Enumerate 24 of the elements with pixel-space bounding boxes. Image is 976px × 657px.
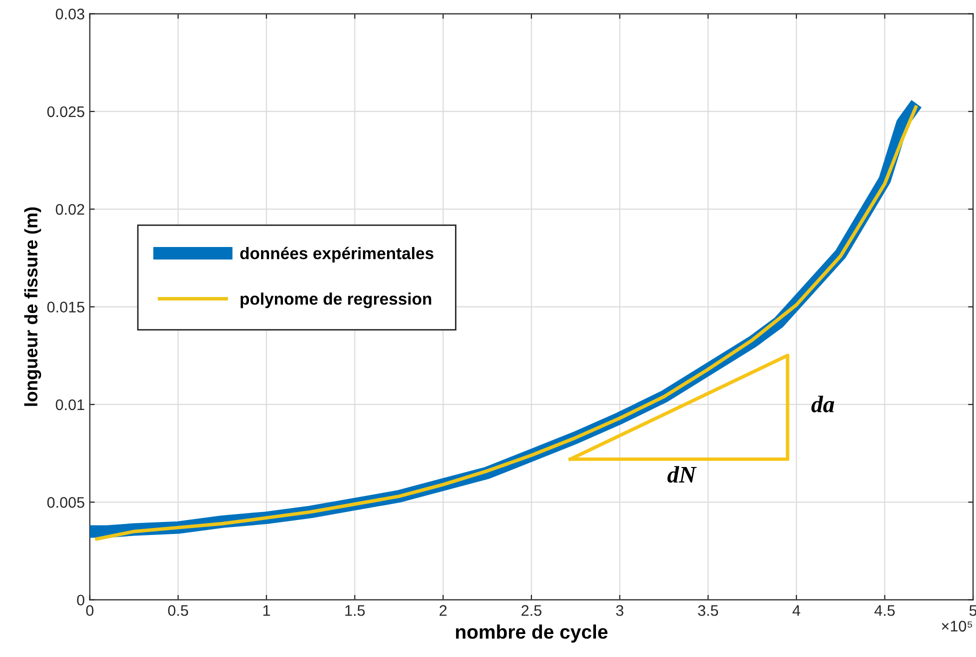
x-tick-label: 2.5 <box>522 605 542 616</box>
x-tick-label: 4 <box>792 605 800 616</box>
x-tick-label: 4.5 <box>874 605 895 616</box>
y-tick-label: 0.03 <box>56 8 84 20</box>
y-tick-label: 0.005 <box>47 497 84 508</box>
y-tick-label: 0.01 <box>56 399 84 410</box>
x-tick-label: 0.5 <box>168 605 188 616</box>
x-tick-label: 3 <box>616 605 624 616</box>
y-tick-label: 0 <box>77 594 84 606</box>
legend-label: polynome de regression <box>240 292 432 308</box>
annotation: da <box>811 396 834 412</box>
legend-label: données expérimentales <box>240 246 434 263</box>
annotation: dN <box>667 466 697 483</box>
y-tick-label: 0.025 <box>47 106 84 118</box>
x-tick-label: 1.5 <box>345 605 365 616</box>
x-tick-label: 2 <box>440 605 447 616</box>
x-tick-label: 1 <box>263 605 270 616</box>
y-tick-label: 0.015 <box>47 302 84 313</box>
y-tick-label: 0.02 <box>56 204 84 215</box>
x-axis-title: nombre de cycle <box>456 624 608 643</box>
x-tick-label: 0 <box>86 605 94 616</box>
text: ×10⁵ <box>942 620 972 632</box>
y-axis-title: longueur de fissure (m) <box>24 207 42 406</box>
x-tick-label: 3.5 <box>698 605 718 616</box>
